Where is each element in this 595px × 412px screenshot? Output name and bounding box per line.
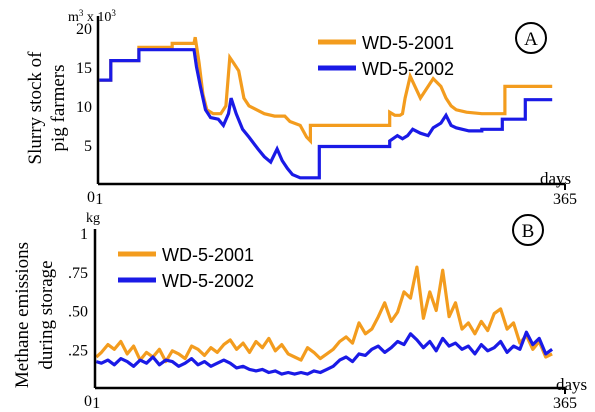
panel-b-label-text: B — [522, 221, 535, 242]
legend-label-2001: WD-5-2001 — [162, 245, 254, 265]
panel-b-label: B — [512, 214, 544, 246]
panel-a-y-tick-label: 20 — [76, 21, 92, 38]
panel-b-x-tick-label: 1 — [92, 395, 100, 412]
panel-b-y-tick-label: .25 — [68, 342, 88, 359]
panel-a-y-tick-label: 15 — [76, 60, 92, 77]
panel-a-series-2002-line — [99, 48, 553, 180]
panel-b-xunit: days — [556, 375, 587, 394]
panel-a-legend: WD-5-2001 WD-5-2002 — [318, 33, 454, 79]
legend-label-2002: WD-5-2002 — [362, 59, 454, 79]
panel-a-label: A — [515, 22, 547, 54]
panel-a-label-text: A — [524, 29, 538, 50]
panel-b-x-tick-label: 365 — [553, 395, 577, 412]
legend-label-2002: WD-5-2002 — [162, 271, 254, 291]
panel-b-ylabel-line2: during storage — [36, 260, 57, 369]
panel-b-y-tick-label: 0 — [84, 393, 92, 410]
panel-a-label-circle — [515, 22, 547, 54]
plots: 0 5 10 15 20 1 365 WD-5-2001 WD-5-2002 0 .25 .50 .75… — [68, 16, 577, 412]
panel-b: 0 .25 .50 .75 1 1 365 WD-5-2001 WD-5-2002 — [68, 226, 577, 412]
panel-b-series-2001-line — [95, 265, 553, 364]
panel-a: 0 5 10 15 20 1 365 WD-5-2001 WD-5-2002 — [76, 16, 577, 208]
panel-a-x-tick-label: 1 — [95, 191, 103, 208]
legend-label-2001: WD-5-2001 — [362, 33, 454, 53]
panel-a-x-tick-label: 365 — [553, 191, 577, 208]
panel-b-ylabel-line1: Methane emissions — [12, 242, 33, 388]
panel-b-y-tick-label: .75 — [68, 265, 88, 282]
panel-a-series-2001-line — [99, 36, 553, 145]
panel-b-label-circle — [512, 214, 544, 246]
panel-b-unit: kg — [86, 211, 100, 226]
panel-a-ylabel-line1: Slurry stock of — [25, 51, 46, 165]
panel-a-y-tick-label: 10 — [76, 99, 92, 116]
panel-b-series-2002-line — [95, 330, 554, 376]
panel-b-y-tick-label: 1 — [80, 226, 88, 243]
panel-b-y-tick-label: .50 — [68, 304, 88, 321]
panel-a-ylabel-line2: pig farmers — [48, 64, 69, 151]
panel-b-legend: WD-5-2001 WD-5-2002 — [118, 245, 254, 291]
panel-a-y-tick-label: 5 — [84, 138, 92, 155]
panel-a-y-tick-label: 0 — [87, 189, 95, 206]
